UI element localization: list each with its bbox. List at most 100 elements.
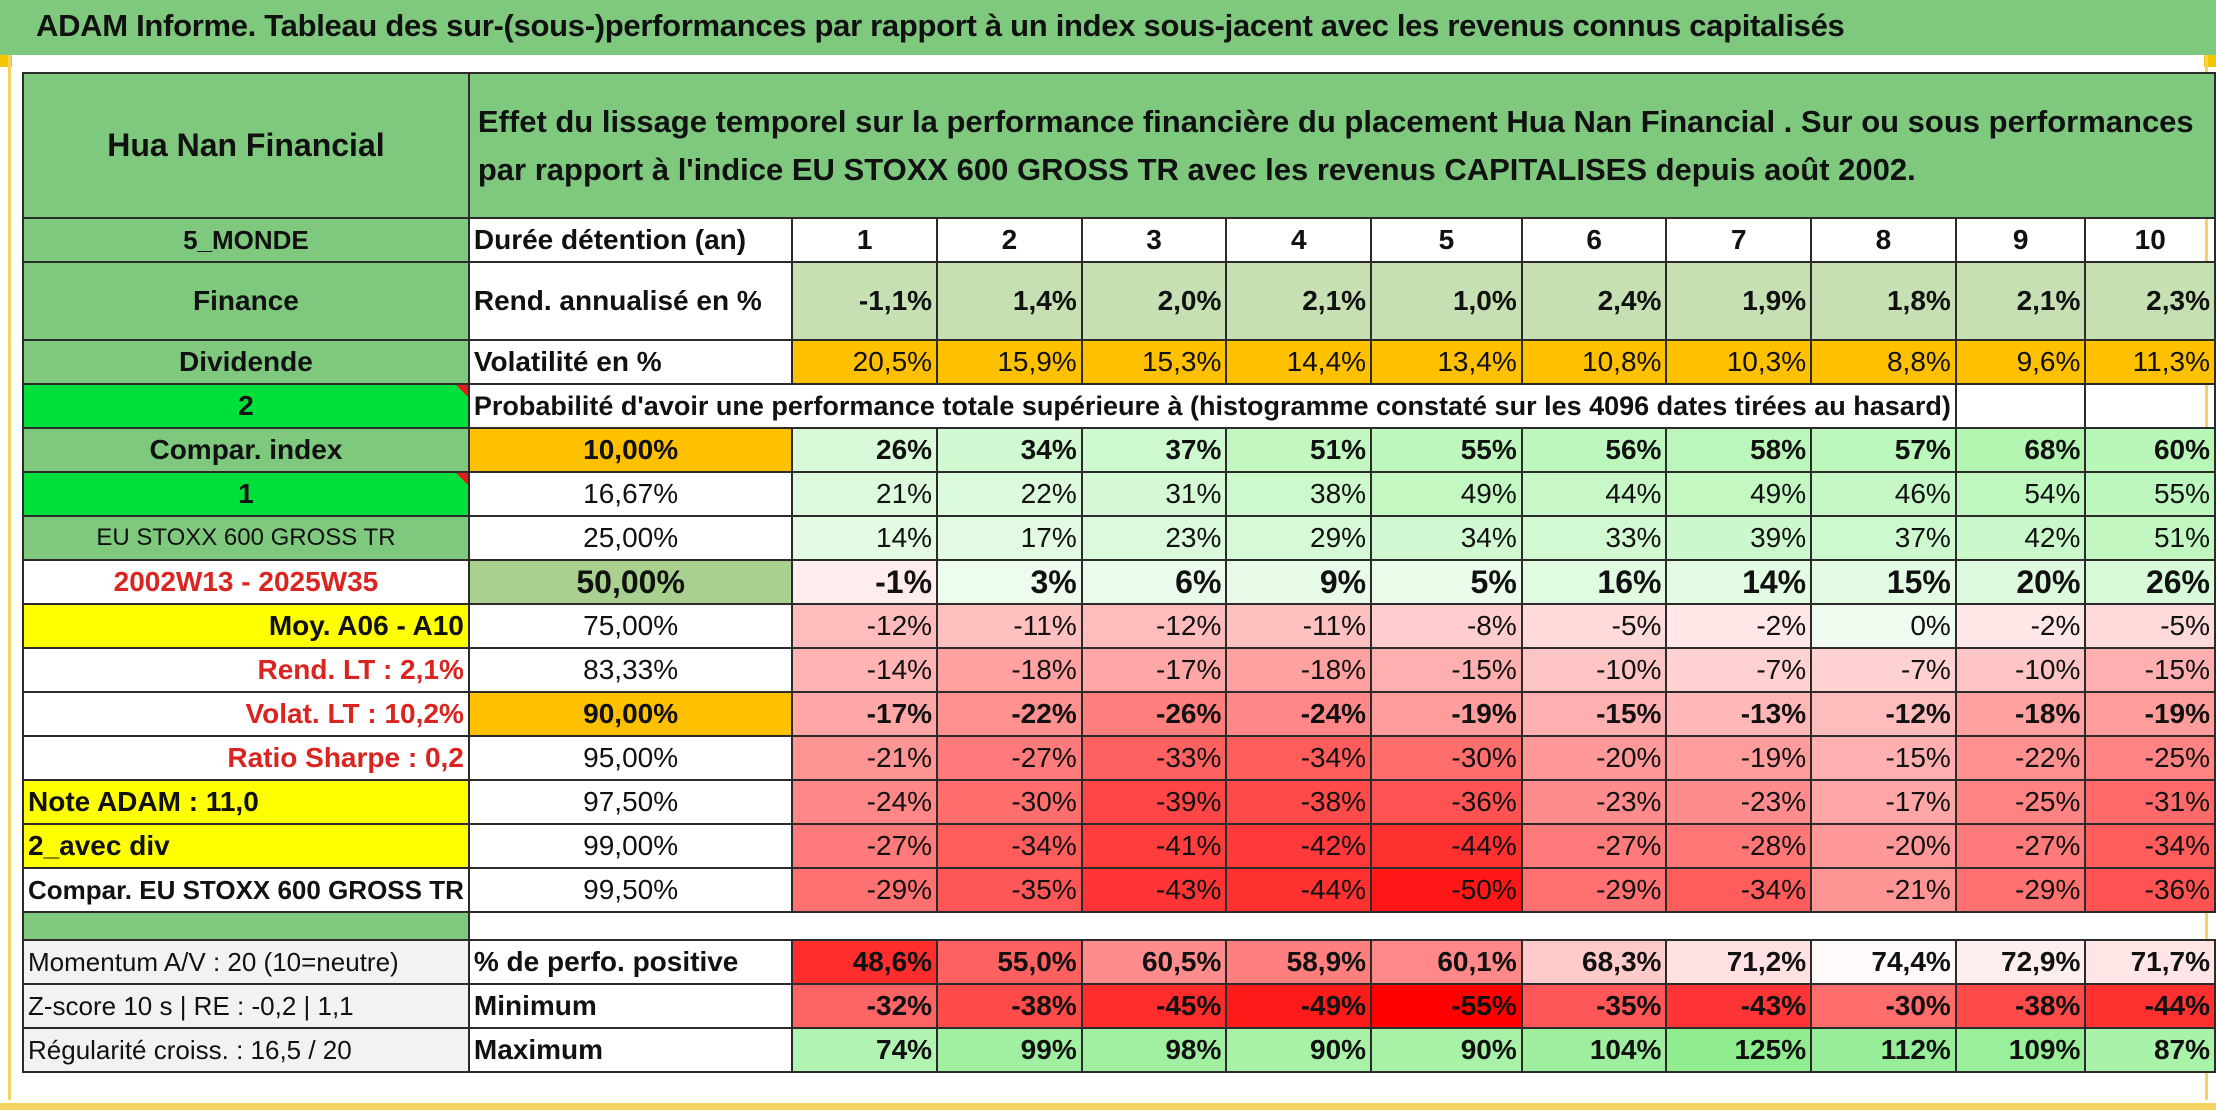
percentile-value: -12% [1080, 603, 1228, 649]
pos-value: 48,6% [791, 939, 939, 985]
percentile-value: -24% [791, 779, 939, 825]
spacer-cell [22, 911, 470, 941]
percentile-value: -14% [791, 647, 939, 693]
percentile-value: -2% [1954, 603, 2087, 649]
percentile-value: 54% [1954, 471, 2087, 517]
percentile-value: -25% [2084, 735, 2216, 781]
percentile-value: -13% [1665, 691, 1813, 737]
table-row: Compar. index 10,00% 26% 34% 37% 51% 55% 56% 58%… [22, 427, 2216, 473]
pos-value: 60,5% [1080, 939, 1228, 985]
percentile-value: -8% [1370, 603, 1523, 649]
percentile-value: 46% [1810, 471, 1957, 517]
pos-value: 58,9% [1225, 939, 1373, 985]
volat-value: 9,6% [1954, 339, 2087, 385]
empty-cell [1954, 383, 2087, 429]
empty-cell [2084, 383, 2216, 429]
percentile-label: 90,00% [467, 691, 794, 737]
percentile-label: 75,00% [467, 603, 794, 649]
percentile-value: 9% [1225, 559, 1373, 605]
percentile-value: -33% [1080, 735, 1228, 781]
pos-value: 68,3% [1520, 939, 1668, 985]
max-value: 74% [791, 1027, 939, 1073]
percentile-value: -11% [1225, 603, 1373, 649]
rend-value: 1,8% [1810, 261, 1957, 341]
percentile-value: 20% [1954, 559, 2087, 605]
year-header: 4 [1225, 217, 1373, 263]
percentile-label: 99,50% [467, 867, 794, 913]
percentile-value: -7% [1665, 647, 1813, 693]
percentile-value: 39% [1665, 515, 1813, 561]
percentile-value: -31% [2084, 779, 2216, 825]
percentile-value: 37% [1080, 427, 1228, 473]
min-value: -32% [791, 983, 939, 1029]
percentile-value: -19% [1370, 691, 1523, 737]
percentile-value: -19% [1665, 735, 1813, 781]
year-header: 2 [936, 217, 1083, 263]
max-value: 104% [1520, 1027, 1668, 1073]
percentile-value: 15% [1810, 559, 1957, 605]
title-bar: ADAM Informe. Tableau des sur-(sous-)per… [0, 0, 2216, 55]
percentile-value: -50% [1370, 867, 1523, 913]
year-header: 7 [1665, 217, 1813, 263]
percentile-value: -17% [791, 691, 939, 737]
company-name: Hua Nan Financial [22, 72, 470, 219]
year-header: 9 [1954, 217, 2087, 263]
volat-value: 13,4% [1370, 339, 1523, 385]
min-label: Minimum [467, 983, 794, 1029]
volat-value: 15,3% [1080, 339, 1228, 385]
header-description: Effet du lissage temporel sur la perform… [467, 72, 2216, 219]
percentile-value: -27% [936, 735, 1083, 781]
percentile-value: 23% [1080, 515, 1228, 561]
percentile-label: 16,67% [467, 471, 794, 517]
percentile-value: 3% [936, 559, 1083, 605]
percentile-value: -15% [1370, 647, 1523, 693]
percentile-value: 38% [1225, 471, 1373, 517]
percentile-value: -29% [1520, 867, 1668, 913]
table-row: Ratio Sharpe : 0,2 95,00% -21% -27% -33% -34%… [22, 735, 2216, 781]
rend-value: 2,1% [1954, 261, 2087, 341]
rend-value: 1,9% [1665, 261, 1813, 341]
left-info-cell: Moy. A06 - A10 [22, 603, 470, 649]
left-info-cell: Note ADAM : 11,0 [22, 779, 470, 825]
rend-value: 2,3% [2084, 261, 2216, 341]
volat-value: 8,8% [1810, 339, 1957, 385]
percentile-value: -34% [2084, 823, 2216, 869]
percentile-value: -17% [1810, 779, 1957, 825]
percentile-value: -23% [1520, 779, 1668, 825]
year-header: 5 [1370, 217, 1523, 263]
percentile-value: 49% [1370, 471, 1523, 517]
pos-value: 71,2% [1665, 939, 1813, 985]
pos-value: 60,1% [1370, 939, 1523, 985]
percentile-value: -23% [1665, 779, 1813, 825]
percentile-label: 83,33% [467, 647, 794, 693]
table-row: 1 16,67% 21% 22% 31% 38% 49% 44% 49% 46% 54% 55% [22, 471, 2216, 517]
percentile-value: -42% [1225, 823, 1373, 869]
pos-value: 55,0% [936, 939, 1083, 985]
pos-value: 71,7% [2084, 939, 2216, 985]
percentile-value: 55% [1370, 427, 1523, 473]
percentile-value: -2% [1665, 603, 1813, 649]
year-header: 8 [1810, 217, 1957, 263]
percentile-value: -43% [1080, 867, 1228, 913]
percentile-value: -19% [2084, 691, 2216, 737]
table-row: Compar. EU STOXX 600 GROSS TR 99,50% -29% -… [22, 867, 2216, 913]
min-value: -49% [1225, 983, 1373, 1029]
max-label: Maximum [467, 1027, 794, 1073]
percentile-value: -41% [1080, 823, 1228, 869]
percentile-value: 56% [1520, 427, 1668, 473]
pos-label: % de perfo. positive [467, 939, 794, 985]
percentile-value: -28% [1665, 823, 1813, 869]
percentile-value: 6% [1080, 559, 1228, 605]
min-value: -43% [1665, 983, 1813, 1029]
year-header: 1 [791, 217, 939, 263]
table-row: 2 Probabilité d'avoir une performance tot… [22, 383, 2216, 429]
percentile-value: 44% [1520, 471, 1668, 517]
rend-value: 2,4% [1520, 261, 1668, 341]
volat-value: 14,4% [1225, 339, 1373, 385]
percentile-value: -18% [1954, 691, 2087, 737]
left-info-cell: 2_avec div [22, 823, 470, 869]
table-row: Finance Rend. annualisé en % -1,1% 1,4% 2,0%… [22, 261, 2216, 341]
percentile-value: -21% [1810, 867, 1957, 913]
duree-label: Durée détention (an) [467, 217, 794, 263]
volat-label: Volatilité en % [467, 339, 794, 385]
